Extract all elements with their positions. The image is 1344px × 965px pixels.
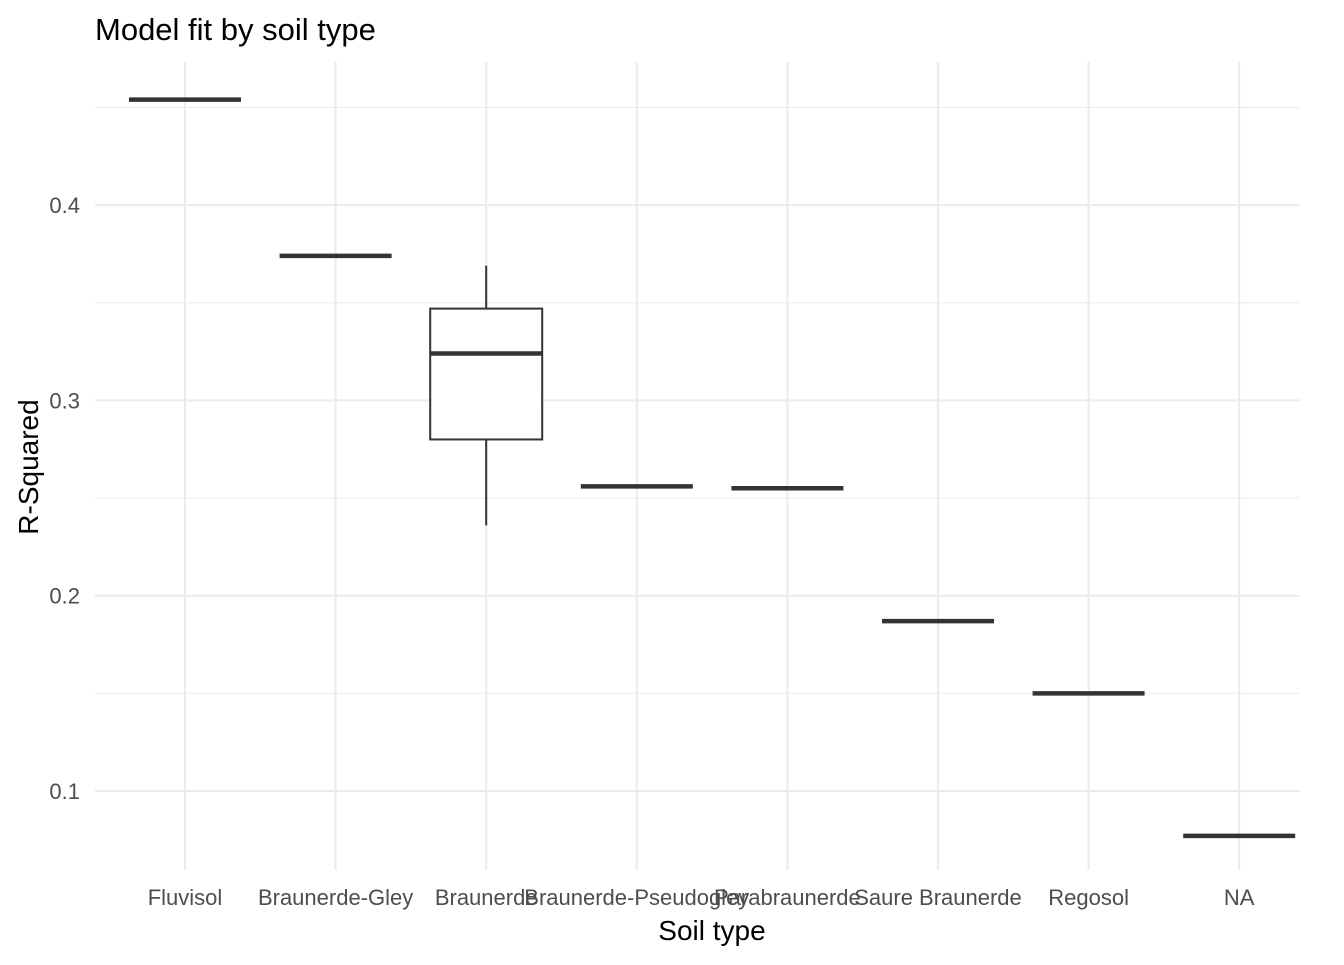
- x-tick-label: Saure Braunerde: [854, 885, 1022, 910]
- tick-labels: 0.1 0.2 0.3 0.4 Fluvisol Braunerde-Gley Braune…: [49, 193, 1254, 910]
- x-tick-label: Braunerde-Gley: [258, 885, 413, 910]
- x-tick-label: Regosol: [1048, 885, 1129, 910]
- chart-title: Model fit by soil type: [95, 12, 376, 47]
- box-layer: [129, 97, 1296, 839]
- box-body: [429, 307, 544, 441]
- y-tick-label: 0.1: [49, 779, 80, 804]
- x-axis-title: Soil type: [658, 915, 765, 946]
- y-tick-label: 0.2: [49, 584, 80, 609]
- x-tick-label: NA: [1224, 885, 1255, 910]
- x-tick-label: Fluvisol: [148, 885, 223, 910]
- grid-lines: [95, 62, 1300, 870]
- x-tick-label: Parabraunerde: [714, 885, 861, 910]
- y-tick-label: 0.3: [49, 388, 80, 413]
- y-axis-title: R-Squared: [13, 399, 44, 534]
- y-tick-label: 0.4: [49, 193, 80, 218]
- x-tick-label: Braunerde-Pseudogley: [524, 885, 749, 910]
- box-braunerde: [429, 265, 544, 526]
- x-tick-label: Braunerde: [435, 885, 538, 910]
